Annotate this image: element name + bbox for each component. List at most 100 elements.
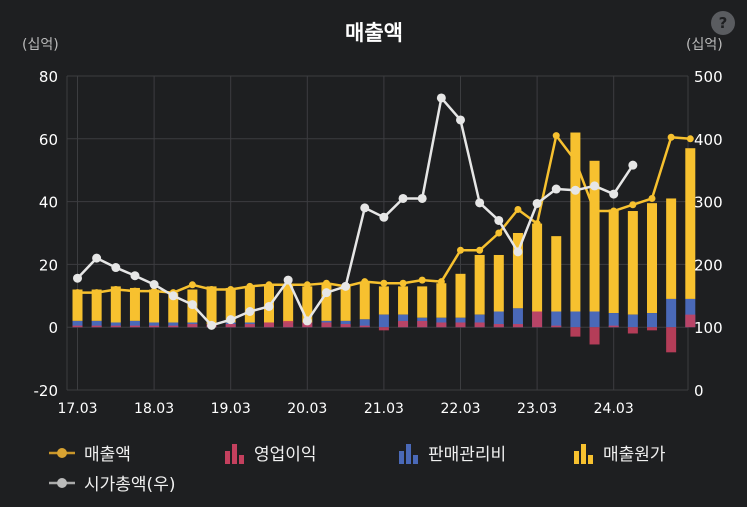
mcap-point [398, 193, 408, 203]
legend-cogs[interactable]: 매출원가 [573, 440, 666, 465]
legend-mcap[interactable]: 시가총액(우) [48, 470, 175, 495]
mcap-point [168, 291, 178, 301]
mcap-point [513, 247, 523, 257]
line-marker-icon [49, 477, 75, 488]
bar-sga [110, 322, 121, 328]
bar-cogs [455, 273, 466, 318]
legend-op-income[interactable]: 영업이익 [224, 440, 317, 465]
legend-sga[interactable]: 판매관리비 [398, 440, 506, 465]
bar-chart-icon [225, 443, 244, 464]
revenue-point [514, 205, 522, 213]
bar-sga [589, 311, 600, 328]
revenue-point [227, 286, 235, 294]
bar-cogs [129, 287, 140, 321]
revenue-point [418, 276, 426, 284]
bar-sga [512, 308, 523, 328]
mcap-point [475, 198, 485, 208]
mcap-point [207, 320, 217, 330]
bar-op-income [455, 322, 466, 328]
bar-cogs [72, 289, 83, 321]
bar-op-income [436, 322, 447, 328]
bar-sga [608, 313, 619, 328]
bar-cogs [398, 286, 409, 315]
bar-cogs [532, 223, 543, 312]
revenue-point [303, 281, 311, 289]
y-left-tick-label: 60 [39, 131, 58, 149]
bar-cogs [493, 254, 504, 312]
revenue-point [93, 289, 101, 297]
bar-cogs [551, 236, 562, 312]
bar-op-income [474, 322, 485, 328]
mcap-point [436, 93, 446, 103]
bar-op-income [512, 324, 523, 328]
revenue-point [74, 289, 81, 297]
mcap-point [149, 279, 159, 289]
bar-cogs [474, 254, 485, 315]
bar-op-income [417, 320, 428, 328]
bar-cogs [359, 281, 370, 320]
bar-cogs [110, 286, 121, 323]
bar-cogs [225, 287, 236, 323]
mcap-point [570, 185, 580, 195]
bar-sga [359, 319, 370, 328]
y-left-unit: (십억) [22, 37, 59, 53]
bar-cogs [206, 286, 217, 325]
mcap-point [283, 275, 293, 285]
bar-sga [627, 314, 638, 328]
revenue-point [131, 287, 139, 295]
revenue-point [648, 194, 656, 202]
bar-op-income [110, 325, 121, 328]
bar-op-income [685, 314, 696, 328]
mcap-point [111, 263, 121, 273]
line-marker-icon [49, 447, 75, 458]
y-left-tick-label: 80 [39, 68, 58, 86]
bar-op-income [168, 325, 179, 328]
mcap-point [245, 307, 255, 316]
bar-cogs [666, 198, 677, 299]
bar-sga [129, 320, 140, 328]
revenue-point [495, 229, 503, 237]
mcap-point [73, 273, 82, 283]
legend-revenue[interactable]: 매출액 [48, 440, 131, 465]
x-tick-label: 20.03 [287, 401, 327, 417]
bar-cogs [647, 203, 657, 314]
mcap-point [321, 288, 331, 298]
legend-mcap-label: 시가총액(우) [84, 475, 176, 495]
bar-op-income [608, 325, 619, 328]
mcap-point [494, 215, 504, 225]
y-right-tick-label: 100 [694, 319, 723, 337]
bar-op-income [398, 320, 409, 328]
revenue-point [591, 207, 599, 215]
bar-cogs [627, 211, 638, 315]
mcap-point [264, 301, 274, 311]
bar-sga [647, 313, 657, 328]
revenue-point [629, 201, 637, 209]
revenue-point [667, 133, 675, 141]
revenue-point [457, 246, 464, 254]
mcap-point [590, 181, 600, 191]
bar-op-income [378, 327, 389, 331]
mcap-point [92, 253, 102, 263]
help-button[interactable]: ? [711, 11, 735, 35]
legend-op-income-label: 영업이익 [254, 445, 317, 465]
bar-op-income [264, 322, 274, 328]
y-right-tick-label: 500 [694, 68, 723, 86]
bar-cogs [512, 233, 523, 309]
revenue-point [476, 246, 484, 254]
bar-cogs [436, 283, 447, 318]
x-tick-label: 18.03 [134, 401, 174, 417]
bar-cogs [378, 286, 389, 315]
bar-op-income [647, 327, 657, 331]
bar-op-income [532, 311, 543, 328]
bar-cogs [168, 292, 179, 323]
bar-op-income [72, 325, 83, 328]
bar-cogs [321, 283, 332, 321]
revenue-point [150, 287, 158, 295]
bar-sga [91, 320, 102, 328]
y-left-tick-label: 20 [39, 256, 58, 274]
bar-op-income [149, 325, 160, 328]
bar-op-income [244, 324, 255, 328]
bar-sga [570, 311, 581, 328]
bar-cogs [302, 286, 313, 323]
